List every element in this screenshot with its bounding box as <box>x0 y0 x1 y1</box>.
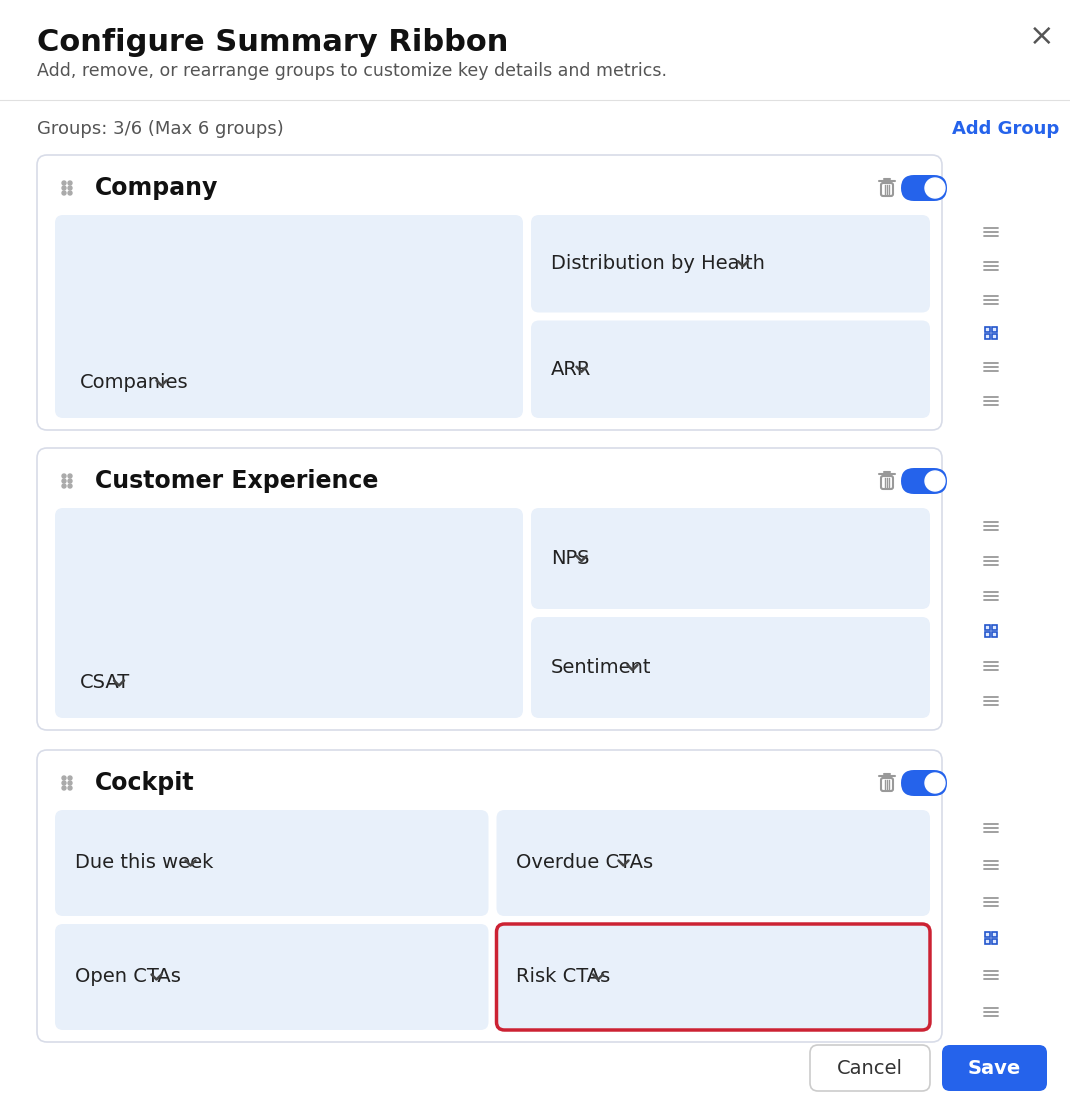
Circle shape <box>68 480 72 483</box>
Bar <box>985 334 990 340</box>
Text: ×: × <box>1029 22 1055 51</box>
FancyBboxPatch shape <box>37 155 942 430</box>
Text: Risk CTAs: Risk CTAs <box>517 968 611 987</box>
FancyBboxPatch shape <box>55 924 489 1030</box>
Text: ARR: ARR <box>551 360 592 379</box>
Bar <box>992 334 997 340</box>
Bar <box>985 625 990 629</box>
Circle shape <box>62 776 66 780</box>
Text: Cockpit: Cockpit <box>95 771 195 795</box>
FancyBboxPatch shape <box>496 810 930 916</box>
Circle shape <box>68 776 72 780</box>
Circle shape <box>924 471 945 491</box>
Text: Overdue CTAs: Overdue CTAs <box>517 854 654 872</box>
Bar <box>992 625 997 629</box>
FancyBboxPatch shape <box>531 617 930 718</box>
Text: Customer Experience: Customer Experience <box>95 470 379 493</box>
Circle shape <box>62 781 66 785</box>
Bar <box>992 327 997 332</box>
Text: Add, remove, or rearrange groups to customize key details and metrics.: Add, remove, or rearrange groups to cust… <box>37 62 667 80</box>
FancyBboxPatch shape <box>531 321 930 418</box>
FancyBboxPatch shape <box>37 750 942 1042</box>
Text: CSAT: CSAT <box>80 674 131 693</box>
Bar <box>985 632 990 636</box>
Text: Save: Save <box>968 1059 1021 1078</box>
Text: Cancel: Cancel <box>837 1059 903 1078</box>
Text: Company: Company <box>95 176 218 200</box>
Circle shape <box>924 773 945 793</box>
Text: Configure Summary Ribbon: Configure Summary Ribbon <box>37 28 508 57</box>
Text: Open CTAs: Open CTAs <box>75 968 181 987</box>
FancyBboxPatch shape <box>37 448 942 730</box>
Circle shape <box>62 786 66 790</box>
FancyBboxPatch shape <box>55 508 523 718</box>
FancyBboxPatch shape <box>496 924 930 1030</box>
FancyBboxPatch shape <box>810 1045 930 1091</box>
FancyBboxPatch shape <box>55 215 523 418</box>
Text: Distribution by Health: Distribution by Health <box>551 254 765 273</box>
Circle shape <box>62 191 66 195</box>
Bar <box>985 932 990 937</box>
Circle shape <box>68 186 72 190</box>
Circle shape <box>62 484 66 488</box>
Circle shape <box>924 178 945 198</box>
Circle shape <box>62 186 66 190</box>
FancyBboxPatch shape <box>55 810 489 916</box>
Circle shape <box>68 474 72 478</box>
Circle shape <box>68 191 72 195</box>
FancyBboxPatch shape <box>901 770 947 796</box>
Text: Companies: Companies <box>80 373 188 393</box>
FancyBboxPatch shape <box>942 1045 1048 1091</box>
Bar <box>985 327 990 332</box>
FancyBboxPatch shape <box>901 175 947 201</box>
Circle shape <box>68 786 72 790</box>
Circle shape <box>68 781 72 785</box>
FancyBboxPatch shape <box>901 468 947 494</box>
Bar <box>992 939 997 945</box>
Text: Sentiment: Sentiment <box>551 658 652 677</box>
Circle shape <box>62 181 66 185</box>
Circle shape <box>62 480 66 483</box>
FancyBboxPatch shape <box>531 508 930 609</box>
Text: NPS: NPS <box>551 549 590 568</box>
Text: Groups: 3/6 (Max 6 groups): Groups: 3/6 (Max 6 groups) <box>37 120 284 138</box>
Circle shape <box>62 474 66 478</box>
Bar <box>985 939 990 945</box>
Bar <box>992 632 997 636</box>
Text: Add Group: Add Group <box>952 120 1059 138</box>
Circle shape <box>68 484 72 488</box>
Circle shape <box>68 181 72 185</box>
Bar <box>992 932 997 937</box>
Text: Due this week: Due this week <box>75 854 213 872</box>
FancyBboxPatch shape <box>531 215 930 313</box>
